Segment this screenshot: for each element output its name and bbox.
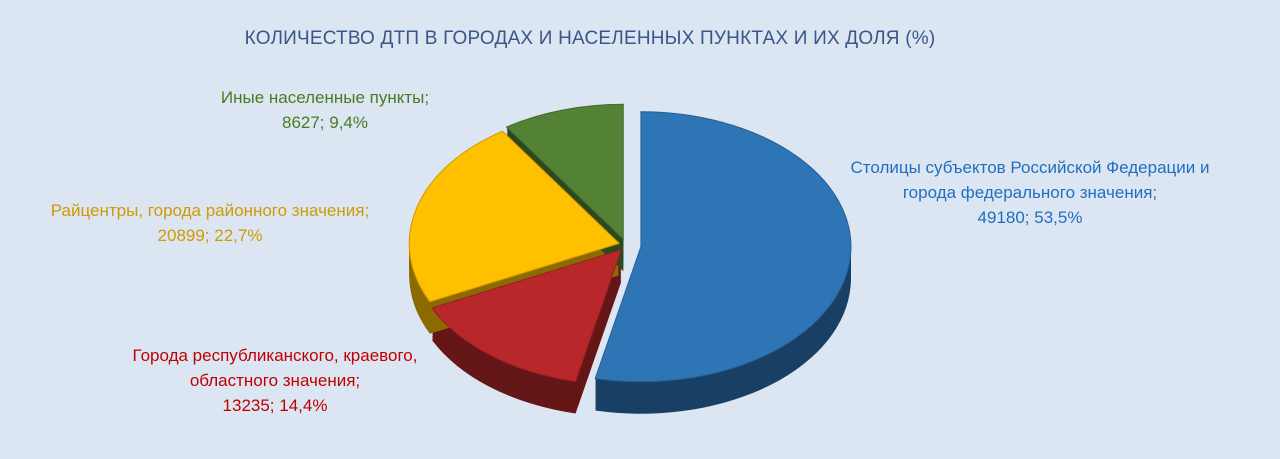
slice — [594, 111, 852, 383]
slice — [408, 130, 621, 303]
category-label: Райцентры, города районного значения; — [50, 201, 370, 220]
value-label: 8627; 9,4% — [281, 113, 368, 132]
value-label: 13235; 14,4% — [222, 396, 328, 415]
category-label: Иные населенные пункты; — [220, 88, 430, 107]
data-label: Города республиканского, краевого, облас… — [120, 343, 430, 418]
value-label: 49180; 53,5% — [977, 208, 1083, 227]
category-label: Столицы субъектов Российской Федерации и… — [850, 158, 1210, 202]
data-label: Райцентры, города районного значения; 208… — [10, 198, 410, 248]
data-label: Иные населенные пункты; 8627; 9,4% — [175, 85, 475, 135]
slice — [505, 103, 624, 241]
slice — [431, 248, 623, 383]
category-label: Города республиканского, краевого, облас… — [132, 346, 418, 390]
value-label: 20899; 22,7% — [157, 226, 263, 245]
data-label: Столицы субъектов Российской Федерации и… — [850, 155, 1210, 230]
chart-title: КОЛИЧЕСТВО ДТП В ГОРОДАХ И НАСЕЛЕННЫХ ПУ… — [244, 28, 936, 49]
